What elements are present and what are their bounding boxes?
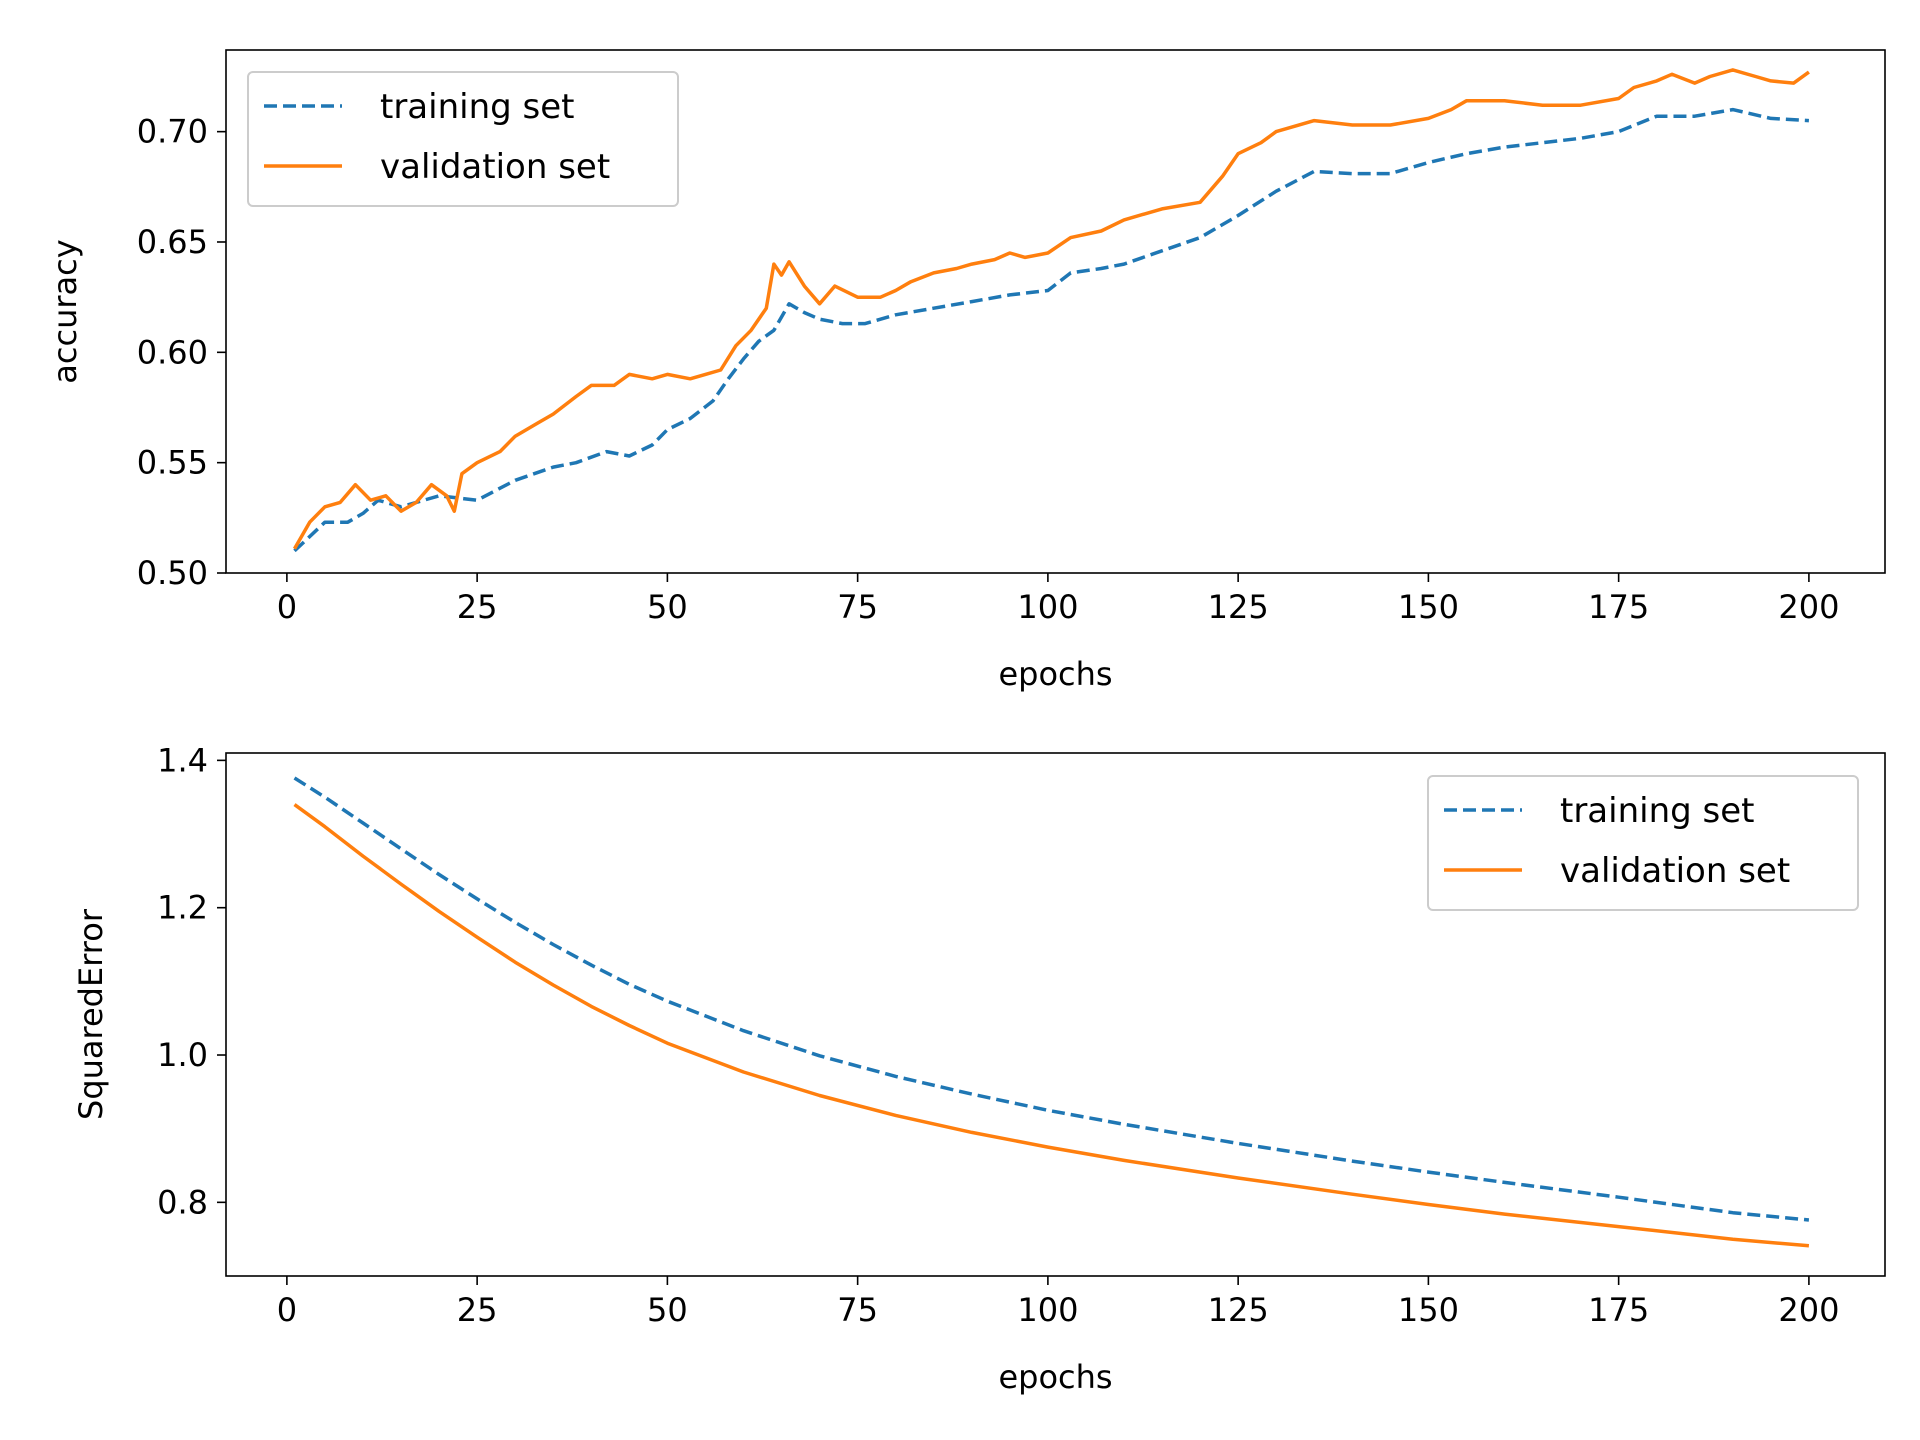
- y-tick-label: 1.4: [157, 741, 208, 779]
- y-tick-label: 0.8: [157, 1183, 208, 1221]
- x-axis-label: epochs: [998, 655, 1112, 693]
- x-tick-label: 100: [1017, 588, 1078, 626]
- x-tick-label: 50: [647, 588, 688, 626]
- x-tick-label: 175: [1588, 588, 1649, 626]
- x-tick-label: 175: [1588, 1291, 1649, 1329]
- y-tick-label: 0.70: [137, 113, 208, 151]
- y-tick-label: 1.2: [157, 889, 208, 927]
- plot-area: [292, 68, 1810, 553]
- axes-frame: [225, 49, 1886, 574]
- legend-label: validation set: [380, 147, 610, 187]
- legend-box: [247, 71, 679, 207]
- x-tick-label: 25: [457, 588, 498, 626]
- x-tick-label: 200: [1778, 588, 1839, 626]
- x-tick-label: 150: [1398, 588, 1459, 626]
- series-line-validation-set: [292, 68, 1810, 550]
- legend: training set validation set: [247, 71, 679, 207]
- series-line-training-set: [293, 107, 1810, 553]
- x-tick-label: 100: [1017, 1291, 1078, 1329]
- x-tick-label: 0: [277, 588, 297, 626]
- legend-box: [1427, 775, 1859, 911]
- y-tick-label: 0.50: [137, 554, 208, 592]
- x-tick-label: 50: [647, 1291, 688, 1329]
- x-tick-label: 25: [457, 1291, 498, 1329]
- x-tick-label: 150: [1398, 1291, 1459, 1329]
- series-line-training-set: [293, 776, 1810, 1222]
- y-tick-label: 0.65: [137, 223, 208, 261]
- legend-label: validation set: [1560, 851, 1790, 891]
- x-tick-label: 125: [1208, 1291, 1269, 1329]
- legend: training set validation set: [1427, 775, 1859, 911]
- legend-label: training set: [1560, 791, 1755, 831]
- y-axis-label: SquaredError: [72, 908, 110, 1120]
- x-tick-label: 0: [277, 1291, 297, 1329]
- x-tick-label: 75: [837, 1291, 878, 1329]
- plot-area: [293, 776, 1810, 1248]
- x-tick-label: 125: [1208, 588, 1269, 626]
- accuracy-chart: 0 25 50 75 100 125 150 175 200 0.50 0.55 0.60 0.65 0.…: [46, 49, 1886, 693]
- x-axis-label: epochs: [998, 1358, 1112, 1396]
- x-tick-label: 200: [1778, 1291, 1839, 1329]
- axes-frame: [225, 752, 1886, 1277]
- y-tick-label: 0.60: [137, 333, 208, 371]
- legend-label: training set: [380, 87, 575, 127]
- y-tick-label: 0.55: [137, 444, 208, 482]
- x-tick-label: 75: [837, 588, 878, 626]
- y-tick-label: 1.0: [157, 1036, 208, 1074]
- y-axis-label: accuracy: [46, 239, 84, 383]
- series-line-validation-set: [293, 803, 1810, 1248]
- squared-error-chart: 0 25 50 75 100 125 150 175 200 0.8 1.0 1.2 1.4 epochs…: [72, 741, 1886, 1396]
